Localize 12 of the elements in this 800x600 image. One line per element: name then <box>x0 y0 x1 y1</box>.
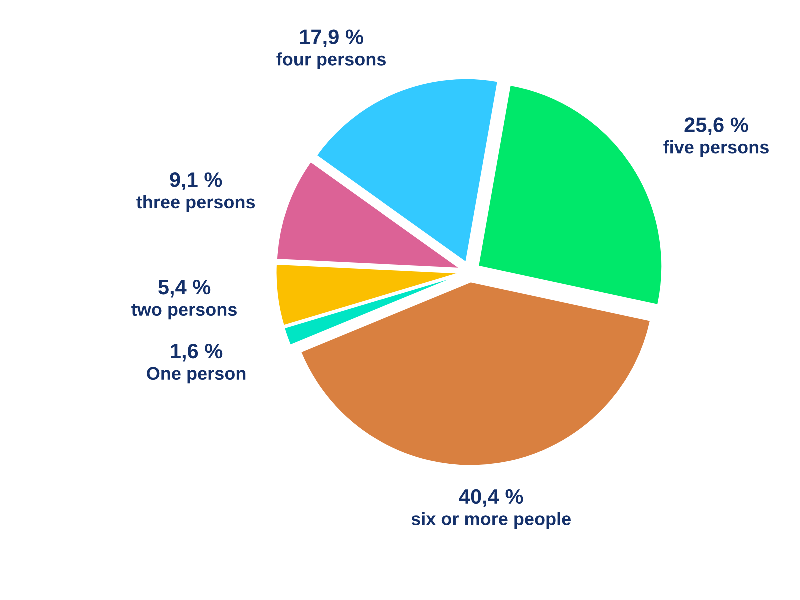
slice-label: five persons <box>664 140 769 158</box>
slice-label: two persons <box>132 304 237 320</box>
data-label: 1,6 % <box>171 344 223 362</box>
data-label: 25,6 % <box>684 118 748 136</box>
data-label: 9,1 % <box>170 172 222 190</box>
data-label: 5,4 % <box>158 280 211 298</box>
slice-label: three persons <box>136 195 256 212</box>
data-label: 40,4 % <box>459 489 524 508</box>
data-label: 17,9 % <box>300 30 364 48</box>
slice-label: One person <box>147 367 246 384</box>
slice-label: six or more people <box>412 512 572 530</box>
slice-label: four persons <box>276 52 386 70</box>
